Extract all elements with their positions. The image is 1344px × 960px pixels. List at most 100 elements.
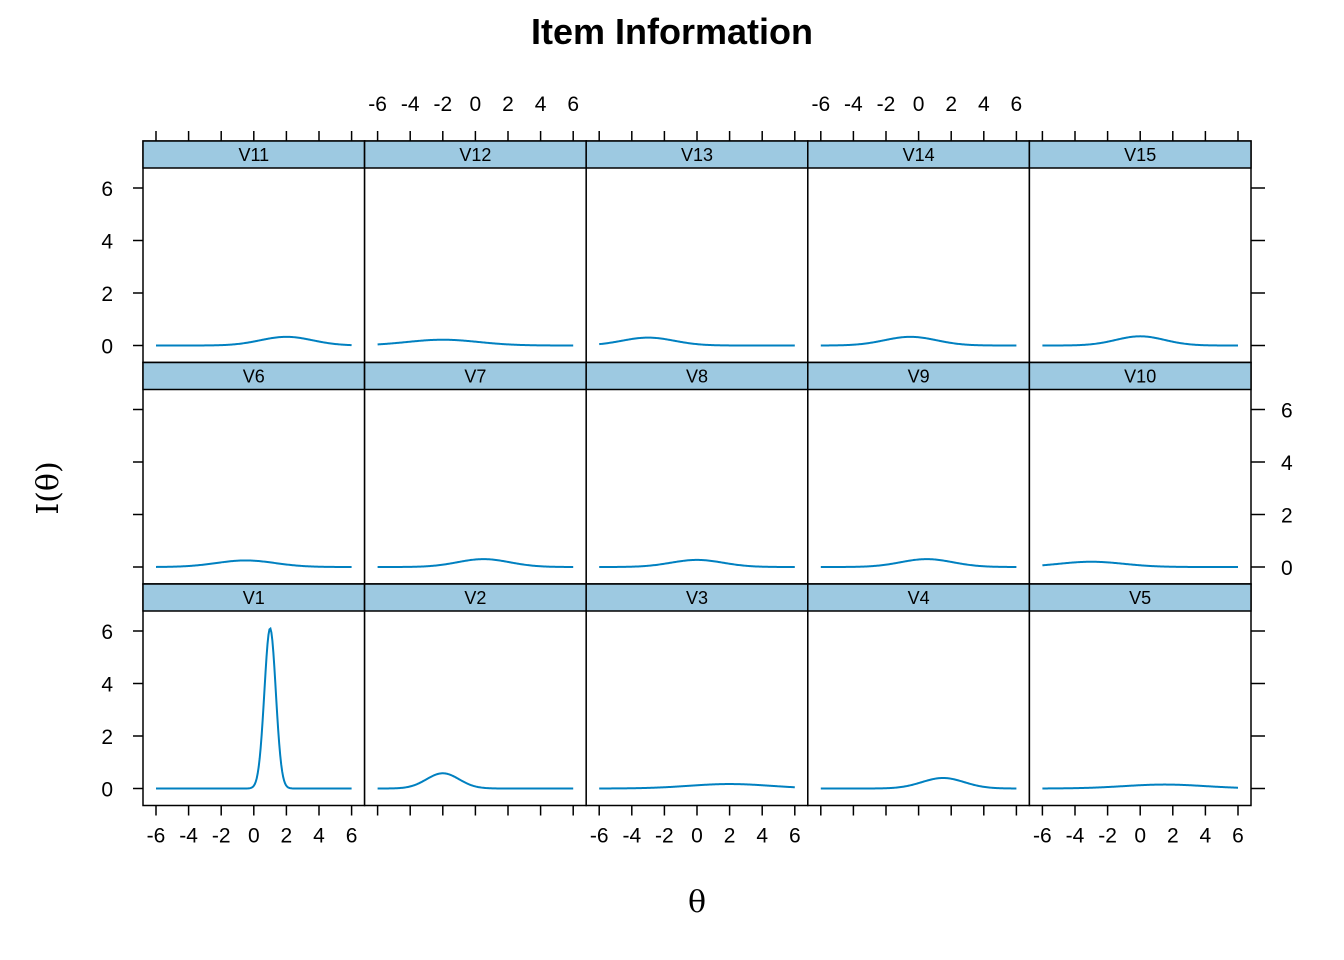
strip-label: V11 xyxy=(238,145,269,165)
panel-v6: V6 xyxy=(142,361,366,585)
panel-v3: V3 xyxy=(585,583,809,807)
strip-label: V12 xyxy=(459,145,491,165)
x-tick-label-top: 0 xyxy=(470,93,482,116)
panel-frame xyxy=(142,361,366,585)
y-tick-label-right: 4 xyxy=(1281,452,1293,475)
information-curve-v6 xyxy=(155,559,352,568)
strip-label: V2 xyxy=(464,588,486,608)
strip-label: V13 xyxy=(681,145,713,165)
strip-label: V4 xyxy=(908,588,930,608)
x-tick-label-bottom: 0 xyxy=(248,825,260,848)
panel-v15: V15 xyxy=(1028,140,1252,364)
x-tick-label-top: 2 xyxy=(945,93,957,116)
strip-label: V3 xyxy=(686,588,708,608)
x-tick-label-bottom: 0 xyxy=(1134,825,1146,848)
panel-v14: V14 xyxy=(807,140,1031,364)
x-tick-label-bottom: -6 xyxy=(590,825,609,848)
strip-label: V15 xyxy=(1124,145,1156,165)
x-tick-label-bottom: 4 xyxy=(313,825,325,848)
panel-v8: V8 xyxy=(585,361,809,585)
y-axis-title: I(θ) xyxy=(31,461,66,514)
strip-label: V9 xyxy=(908,367,930,387)
information-curve-v12 xyxy=(377,338,574,347)
information-curve-v4 xyxy=(820,776,1017,790)
x-tick-label-bottom: 2 xyxy=(1167,825,1179,848)
panel-strip xyxy=(1028,361,1252,391)
x-tick-label-top: 4 xyxy=(535,93,547,116)
panel-frame xyxy=(807,361,1031,585)
y-tick-label-right: 0 xyxy=(1281,557,1293,580)
x-tick-label-bottom: -2 xyxy=(1098,825,1117,848)
x-tick-label-top: 0 xyxy=(913,93,925,116)
x-tick-label-top: 2 xyxy=(502,93,514,116)
x-tick-label-bottom: -2 xyxy=(212,825,231,848)
y-tick-label-left: 4 xyxy=(101,674,113,697)
panel-grid: V11 V12 V13 V14 V15 V6 V7 V8 V9 V10 V1 V2 V3 V4 V5 xyxy=(142,140,1252,807)
panel-v12: V12 xyxy=(363,140,587,364)
x-tick-label-bottom: 6 xyxy=(789,825,801,848)
panel-frame xyxy=(1028,140,1252,364)
panel-v9: V9 xyxy=(807,361,1031,585)
x-tick-label-bottom: -4 xyxy=(179,825,198,848)
x-tick-label-bottom: 2 xyxy=(281,825,293,848)
panel-strip xyxy=(585,583,809,612)
panel-v5: V5 xyxy=(1028,583,1252,807)
x-tick-label-bottom: 4 xyxy=(1200,825,1212,848)
information-curve-v15 xyxy=(1042,335,1238,347)
x-tick-label-top: -4 xyxy=(844,93,863,116)
panel-frame xyxy=(585,361,809,585)
x-tick-label-top: 6 xyxy=(567,93,579,116)
y-tick-label-left: 2 xyxy=(101,283,113,306)
information-curve-v11 xyxy=(156,335,352,347)
panel-frame xyxy=(1028,361,1252,585)
information-curve-v5 xyxy=(1042,783,1239,790)
x-tick-label-bottom: -4 xyxy=(622,825,641,848)
panel-frame xyxy=(142,140,366,364)
y-tick-label-left: 6 xyxy=(101,178,113,201)
x-tick-label-bottom: 4 xyxy=(756,825,768,848)
x-tick-label-bottom: 6 xyxy=(346,825,358,848)
panel-strip xyxy=(1028,140,1252,169)
strip-label: V8 xyxy=(686,367,708,387)
information-curve-v10 xyxy=(1042,560,1238,568)
information-curve-v14 xyxy=(820,335,1017,347)
x-axis-title: θ xyxy=(688,885,706,920)
x-tick-label-top: 6 xyxy=(1011,93,1023,116)
panel-frame xyxy=(585,583,809,807)
panel-v11: V11 xyxy=(142,140,366,364)
panel-strip xyxy=(807,140,1031,169)
y-tick-label-left: 4 xyxy=(101,231,113,254)
x-tick-label-bottom: -2 xyxy=(655,825,674,848)
x-tick-label-top: 4 xyxy=(978,93,990,116)
panel-v1: V1 xyxy=(142,583,366,807)
x-tick-label-bottom: 2 xyxy=(724,825,736,848)
information-curve-v13 xyxy=(599,336,795,347)
strip-label: V5 xyxy=(1129,588,1151,608)
panel-strip xyxy=(142,140,366,169)
y-tick-label-left: 0 xyxy=(101,779,113,802)
panel-strip xyxy=(807,583,1031,612)
panel-frame xyxy=(1028,583,1252,807)
x-tick-label-bottom: -6 xyxy=(147,825,166,848)
axes: -6 -4 -2 0 2 4 6-6 -4 -2 0 2 4 6-6 -4 -2 0 2 4 6-6 -4 -2 0 2 4 6… xyxy=(101,93,1293,848)
panel-strip xyxy=(807,361,1031,391)
x-tick-label-bottom: -6 xyxy=(1033,825,1052,848)
information-curve-v2 xyxy=(377,772,574,790)
panel-frame xyxy=(807,583,1031,807)
x-tick-label-top: -2 xyxy=(877,93,896,116)
x-tick-label-top: -4 xyxy=(401,93,420,116)
panel-frame xyxy=(363,140,587,364)
information-curve-v1 xyxy=(156,626,352,790)
information-curve-v3 xyxy=(599,783,795,790)
x-tick-label-bottom: -4 xyxy=(1066,825,1085,848)
panel-strip xyxy=(585,140,809,169)
panel-v10: V10 xyxy=(1028,361,1252,585)
y-tick-label-left: 6 xyxy=(101,621,113,644)
y-tick-label-left: 0 xyxy=(101,336,113,359)
y-tick-label-right: 2 xyxy=(1281,505,1293,528)
panel-strip xyxy=(142,583,366,612)
panel-frame xyxy=(142,583,366,807)
x-tick-label-top: -6 xyxy=(811,93,830,116)
x-tick-label-bottom: 6 xyxy=(1232,825,1244,848)
